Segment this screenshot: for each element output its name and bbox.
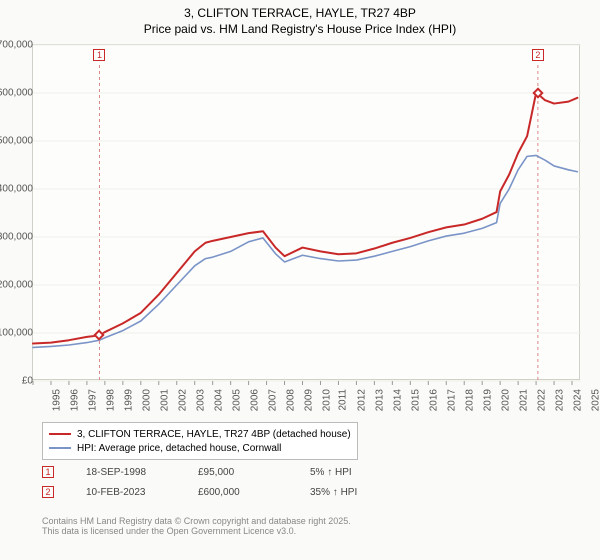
events-table: 1 18-SEP-1998 £95,000 5% ↑ HPI 2 10-FEB-2023 £… xyxy=(42,462,410,502)
y-tick-label: £100,000 xyxy=(0,328,33,339)
x-tick-label: 1995 xyxy=(51,389,62,411)
x-tick-label: 2025 xyxy=(590,389,600,411)
event-row: 2 10-FEB-2023 £600,000 35% ↑ HPI xyxy=(42,482,410,502)
event-date: 10-FEB-2023 xyxy=(86,487,186,498)
y-tick-label: £0 xyxy=(0,376,33,387)
x-tick-label: 2008 xyxy=(285,389,296,411)
x-tick-label: 2018 xyxy=(464,389,475,411)
x-tick-label: 2003 xyxy=(195,389,206,411)
chart-legend: 3, CLIFTON TERRACE, HAYLE, TR27 4BP (det… xyxy=(42,422,358,460)
legend-label-hpi: HPI: Average price, detached house, Corn… xyxy=(77,443,281,454)
x-tick-label: 2005 xyxy=(231,389,242,411)
y-tick-label: £600,000 xyxy=(0,88,33,99)
x-tick-label: 2019 xyxy=(482,389,493,411)
legend-swatch-hpi xyxy=(49,447,71,449)
x-tick-label: 2021 xyxy=(518,389,529,411)
x-tick-label: 2010 xyxy=(321,389,332,411)
x-tick-label: 2023 xyxy=(554,389,565,411)
chart-subtitle: Price paid vs. HM Land Registry's House … xyxy=(0,20,600,36)
legend-swatch-price xyxy=(49,433,71,435)
event-marker-2: 2 xyxy=(532,49,544,61)
x-tick-label: 2014 xyxy=(393,389,404,411)
x-tick-label: 2002 xyxy=(177,389,188,411)
x-tick-label: 2012 xyxy=(357,389,368,411)
event-date: 18-SEP-1998 xyxy=(86,467,186,478)
x-tick-label: 1996 xyxy=(69,389,80,411)
x-tick-label: 2022 xyxy=(536,389,547,411)
chart-title: 3, CLIFTON TERRACE, HAYLE, TR27 4BP xyxy=(0,0,600,20)
event-marker-1: 1 xyxy=(93,49,105,61)
event-delta: 35% ↑ HPI xyxy=(310,487,410,498)
x-tick-label: 2015 xyxy=(411,389,422,411)
event-row: 1 18-SEP-1998 £95,000 5% ↑ HPI xyxy=(42,462,410,482)
event-price: £95,000 xyxy=(198,467,298,478)
x-tick-label: 2020 xyxy=(500,389,511,411)
footnote-line-2: This data is licensed under the Open Gov… xyxy=(42,526,351,536)
x-tick-label: 2024 xyxy=(572,389,583,411)
legend-label-price: 3, CLIFTON TERRACE, HAYLE, TR27 4BP (det… xyxy=(77,429,351,440)
x-tick-label: 2004 xyxy=(213,389,224,411)
x-tick-label: 2013 xyxy=(375,389,386,411)
x-tick-label: 2007 xyxy=(267,389,278,411)
x-tick-label: 2017 xyxy=(447,389,458,411)
event-row-marker: 2 xyxy=(42,486,54,498)
footnote-line-1: Contains HM Land Registry data © Crown c… xyxy=(42,516,351,526)
footnote: Contains HM Land Registry data © Crown c… xyxy=(42,516,351,536)
event-price: £600,000 xyxy=(198,487,298,498)
x-tick-label: 2001 xyxy=(159,389,170,411)
y-tick-label: £500,000 xyxy=(0,136,33,147)
chart-plot-area: £0£100,000£200,000£300,000£400,000£500,0… xyxy=(32,44,580,380)
x-tick-label: 2011 xyxy=(338,389,349,411)
x-tick-label: 1999 xyxy=(123,389,134,411)
y-tick-label: £700,000 xyxy=(0,40,33,51)
y-tick-label: £200,000 xyxy=(0,280,33,291)
x-tick-label: 2009 xyxy=(303,389,314,411)
y-tick-label: £300,000 xyxy=(0,232,33,243)
x-tick-label: 2000 xyxy=(141,389,152,411)
y-tick-label: £400,000 xyxy=(0,184,33,195)
x-tick-label: 2006 xyxy=(249,389,260,411)
event-row-marker: 1 xyxy=(42,466,54,478)
event-delta: 5% ↑ HPI xyxy=(310,467,410,478)
x-tick-label: 1998 xyxy=(105,389,116,411)
x-tick-label: 1997 xyxy=(87,389,98,411)
x-tick-label: 2016 xyxy=(429,389,440,411)
